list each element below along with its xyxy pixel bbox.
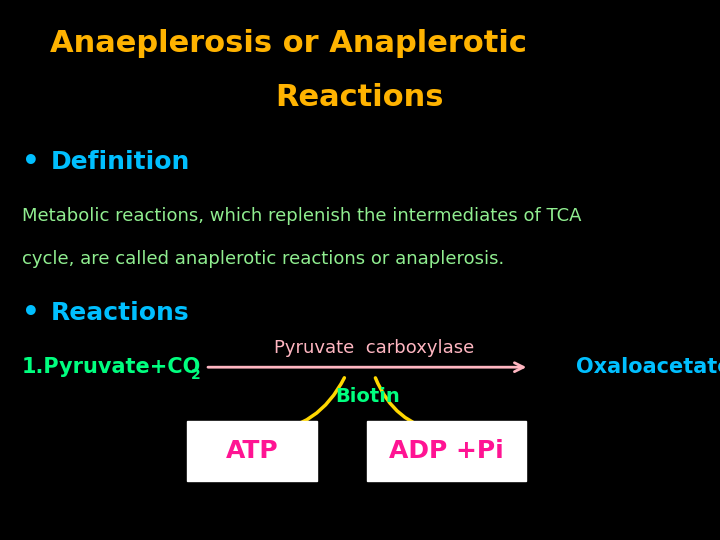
Text: ATP: ATP (225, 439, 279, 463)
Text: Pyruvate  carboxylase: Pyruvate carboxylase (274, 339, 474, 357)
Text: •: • (22, 299, 40, 327)
FancyArrowPatch shape (266, 378, 344, 436)
Text: Reactions: Reactions (50, 301, 189, 325)
FancyBboxPatch shape (367, 421, 526, 481)
Text: ADP +Pi: ADP +Pi (389, 439, 504, 463)
FancyBboxPatch shape (187, 421, 317, 481)
Text: Anaeplerosis or Anaplerotic: Anaeplerosis or Anaplerotic (50, 29, 527, 58)
Text: •: • (22, 148, 40, 176)
Text: Biotin: Biotin (335, 387, 400, 407)
Text: 2: 2 (191, 368, 201, 382)
Text: Metabolic reactions, which replenish the intermediates of TCA: Metabolic reactions, which replenish the… (22, 207, 581, 225)
Text: Reactions: Reactions (276, 83, 444, 112)
FancyArrowPatch shape (375, 378, 440, 434)
Text: Oxaloacetate: Oxaloacetate (576, 357, 720, 377)
Text: Definition: Definition (50, 150, 190, 174)
Text: cycle, are called anaplerotic reactions or anaplerosis.: cycle, are called anaplerotic reactions … (22, 250, 504, 268)
Text: 1.Pyruvate+CO: 1.Pyruvate+CO (22, 357, 201, 377)
